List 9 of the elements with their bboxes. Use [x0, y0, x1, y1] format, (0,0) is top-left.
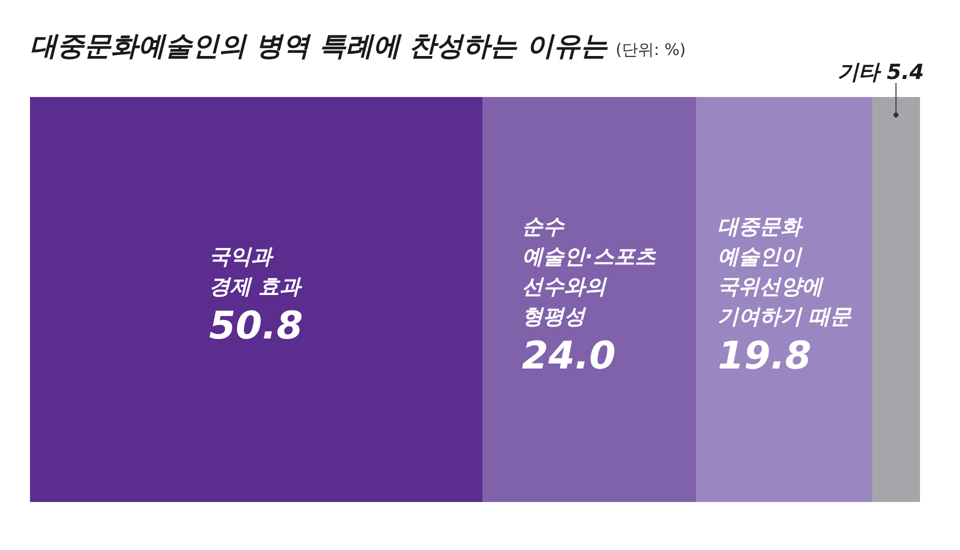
text: 기타 5.4 [837, 60, 924, 84]
data-label: 19.8 [718, 333, 812, 378]
series-label: 대중문화 예술인이 국위선양에 기여하기 때문 [718, 214, 852, 328]
series-label: 순수 예술인·스포츠 선수와의 형평성 [522, 214, 657, 328]
data-label: 24.0 [522, 333, 616, 378]
data-label: 50.8 [209, 303, 303, 348]
chart-title: 대중문화예술인의 병역 특례에 찬성하는 이유는 [30, 31, 608, 62]
chart-subtitle: (단위: %) [616, 40, 686, 59]
series-label: 국익과 경제 효과 [209, 244, 302, 298]
